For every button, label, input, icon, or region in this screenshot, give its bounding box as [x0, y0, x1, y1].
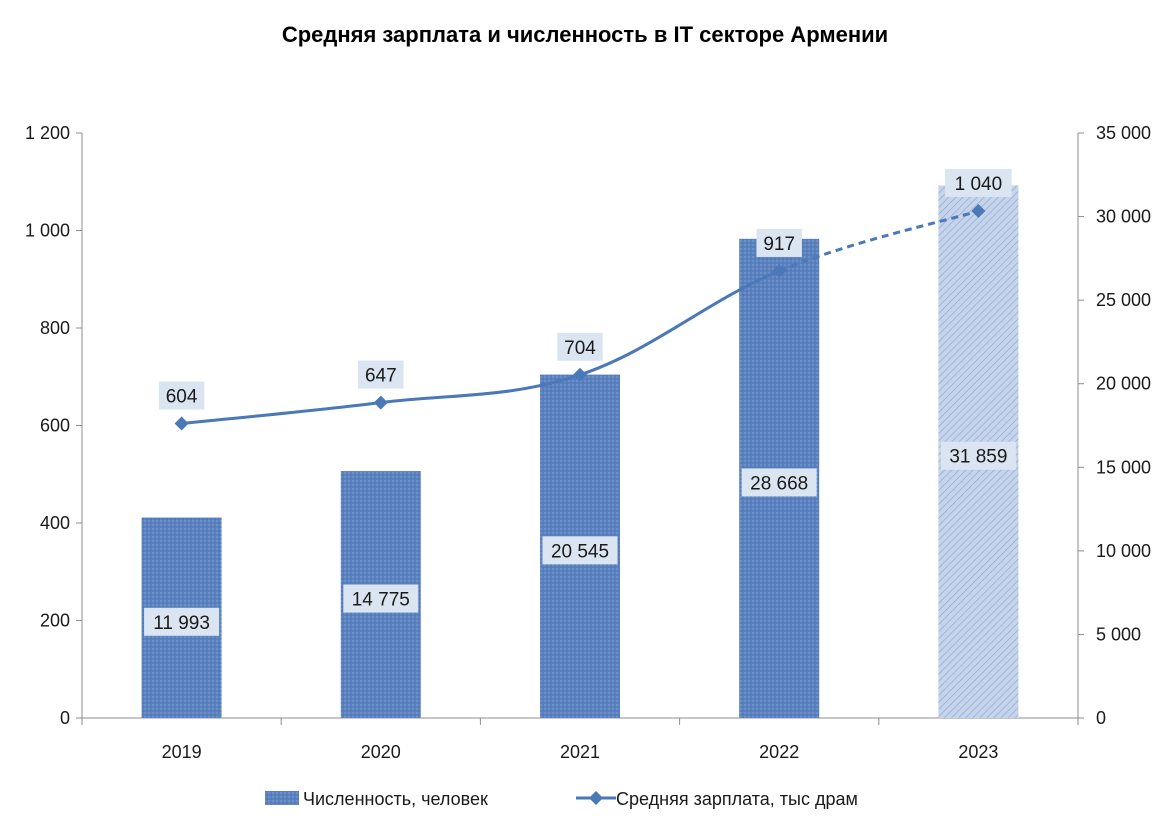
- line-value-label: 1 040: [955, 174, 1003, 195]
- line-layer: [174, 204, 986, 431]
- bar-value-label: 20 545: [551, 541, 609, 562]
- line-label-bg: [945, 169, 1012, 197]
- bar-label-bg: [542, 536, 618, 565]
- bar-label-bg: [343, 584, 419, 613]
- bar-label-bg: [144, 607, 220, 636]
- bar-value-label: 28 668: [750, 473, 808, 494]
- y-right-tick-label: 30 000: [1096, 207, 1151, 227]
- y-left-tick-label: 1 200: [25, 123, 70, 143]
- bar-value-label: 31 859: [949, 447, 1007, 468]
- line-label-bg: [557, 332, 603, 361]
- legend-bar-label: Численность, человек: [303, 789, 488, 809]
- line-marker-2020: [373, 395, 388, 410]
- line-series-dashed: [778, 209, 979, 273]
- line-label-bg: [756, 228, 802, 257]
- legend-line-marker: [589, 791, 603, 805]
- y-right-tick-label: 5 000: [1096, 624, 1141, 644]
- bar-value-label: 11 993: [153, 613, 210, 634]
- labels-layer: 11 993 14 775 20 545 28 668 31 859 604 647 704 9…: [144, 169, 1016, 636]
- y-right-tick-label: 25 000: [1096, 290, 1151, 310]
- y-right-tick-label: 10 000: [1096, 541, 1151, 561]
- x-tick-label: 2021: [560, 742, 600, 762]
- legend-bar-swatch: [265, 791, 299, 805]
- bar-value-label: 14 775: [352, 590, 410, 611]
- chart-title: Средняя зарплата и численность в IT сект…: [282, 22, 888, 47]
- x-tick-label: 2020: [361, 742, 401, 762]
- line-label-bg: [358, 360, 404, 389]
- line-label-bg: [158, 381, 205, 410]
- line-value-label: 604: [166, 387, 198, 408]
- axes-layer: 0 200 400 600 800 1 000 1 200 0 5 000 10 000 15 00…: [25, 123, 1151, 762]
- y-right-tick-label: 15 000: [1096, 457, 1151, 477]
- line-value-label: 917: [763, 234, 795, 255]
- y-right-tick-label: 35 000: [1096, 123, 1151, 143]
- legend-layer: Численность, человек Средняя зарплата, ты…: [265, 789, 858, 809]
- line-value-label: 704: [564, 338, 596, 359]
- bar-label-bg: [940, 441, 1016, 470]
- y-left-tick-label: 200: [40, 611, 70, 631]
- line-series-solid: [181, 269, 780, 426]
- line-value-label: 647: [365, 366, 397, 387]
- y-right-tick-label: 0: [1096, 708, 1106, 728]
- x-tick-label: 2023: [958, 742, 998, 762]
- y-left-tick-label: 400: [40, 513, 70, 533]
- x-tick-label: 2019: [162, 742, 202, 762]
- y-left-tick-label: 0: [60, 708, 70, 728]
- y-right-tick-label: 20 000: [1096, 374, 1151, 394]
- line-marker-2023: [971, 204, 986, 218]
- y-left-tick-label: 1 000: [25, 221, 70, 241]
- y-left-tick-label: 800: [40, 318, 70, 338]
- y-left-tick-label: 600: [40, 416, 70, 436]
- bar-label-bg: [741, 468, 817, 497]
- bars-layer: [141, 185, 1019, 719]
- x-tick-label: 2022: [759, 742, 799, 762]
- line-marker-2021: [573, 367, 587, 382]
- line-marker-2022: [772, 263, 787, 278]
- legend-line-label: Средняя зарплата, тыс драм: [616, 789, 858, 809]
- line-marker-2019: [174, 416, 189, 431]
